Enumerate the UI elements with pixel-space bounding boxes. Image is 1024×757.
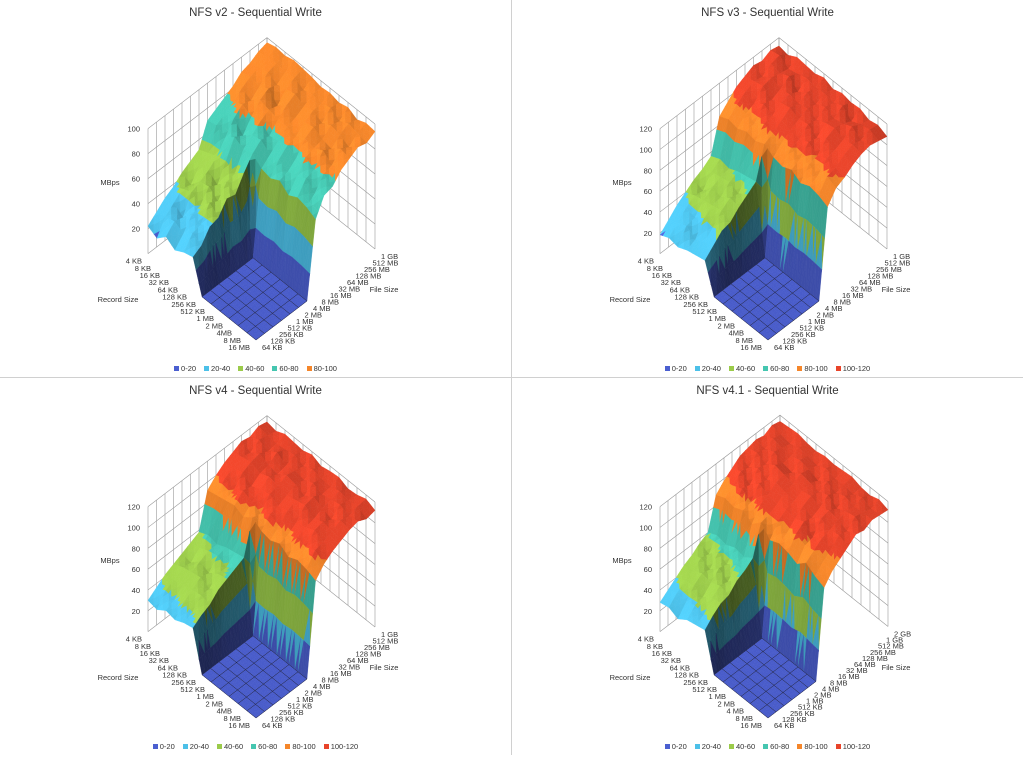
file-size-tick-label: 16 MB (330, 291, 352, 300)
record-size-tick-label: 512 KB (180, 307, 205, 316)
legend-item: 40-60 (238, 364, 264, 373)
legend-label: 40-60 (245, 364, 265, 373)
file-size-tick-label: 8 MB (322, 298, 340, 307)
surface-facet (368, 131, 373, 140)
legend-label: 20-40 (211, 364, 231, 373)
surface-facet (326, 186, 330, 193)
chart-panel-nfs-v2: NFS v2 - Sequential Write 20 40 60 80 100 4 K… (0, 0, 512, 378)
legend-label: 80-100 (313, 364, 337, 373)
surface-facet (201, 130, 206, 142)
legend-item: 80-100 (306, 364, 337, 373)
file-size-tick-label: 512 MB (373, 259, 399, 268)
file-size-tick-label: 4 MB (313, 304, 331, 313)
record-size-tick-label: 128 KB (162, 293, 187, 302)
record-size-tick-label: 1 MB (196, 314, 214, 323)
z-axis-title: MBps (100, 178, 119, 187)
record-size-tick-label: 32 KB (149, 278, 169, 287)
legend-swatch (204, 366, 210, 371)
gridline (244, 264, 299, 308)
record-size-tick-label: 2 MB (205, 321, 223, 330)
record-size-tick-label: 4 KB (126, 257, 142, 266)
gridline (252, 257, 308, 302)
z-tick-label: 20 (132, 225, 140, 234)
file-size-tick-label: 256 MB (364, 265, 390, 274)
floor-grid (201, 257, 308, 341)
file-size-tick-label: 256 KB (279, 330, 304, 339)
legend-item: 20-40 (204, 364, 230, 373)
gridline (235, 270, 291, 315)
gridline (218, 283, 274, 328)
surface-facet (351, 149, 356, 156)
legend-swatch (174, 366, 180, 371)
legend-swatch (306, 366, 312, 371)
legend: 0-20 20-40 40-60 60-80 80-100 (0, 364, 511, 373)
file-size-axis-title: File Size (370, 285, 399, 294)
record-size-tick-label: 8 MB (223, 336, 241, 345)
file-size-tick-label: 128 KB (271, 337, 296, 346)
z-tick-label: 60 (132, 175, 140, 184)
chart-title: NFS v2 - Sequential Write (189, 7, 322, 19)
gridline (210, 290, 265, 334)
surface-facet (317, 201, 322, 212)
surface-facet (334, 172, 339, 182)
file-size-tick-label: 64 MB (347, 278, 369, 287)
chart-title: NFS v3 - Sequential Write (701, 7, 834, 19)
z-tick-label: 100 (127, 125, 140, 134)
legend-item: 0-20 (174, 364, 196, 373)
legend-label: 0-20 (181, 364, 197, 373)
surface-facet (360, 141, 365, 146)
file-size-tick-label: 2 MB (305, 311, 323, 320)
file-size-tick-label: 1 MB (296, 317, 314, 326)
legend-label: 60-80 (279, 364, 299, 373)
record-size-axis-title: Record Size (98, 295, 139, 304)
gridline (201, 296, 257, 341)
z-tick-label: 40 (132, 200, 140, 209)
file-size-tick-label: 1 GB (381, 252, 398, 261)
record-size-tick-label: 4MB (217, 329, 232, 338)
surface-facet (309, 242, 313, 274)
surface (147, 42, 376, 341)
file-size-tick-label: 128 MB (356, 272, 382, 281)
record-size-tick-label: 16 MB (228, 343, 250, 352)
legend-item: 60-80 (272, 364, 299, 373)
record-size-tick-label: 64 KB (158, 285, 178, 294)
file-size-tick-label: 64 KB (262, 343, 282, 352)
legend-swatch (272, 366, 278, 371)
record-size-tick-label: 16 KB (140, 271, 160, 280)
gridline (227, 277, 282, 321)
surface-facet (343, 159, 347, 167)
file-size-tick-label: 512 KB (288, 324, 313, 333)
file-size-tick-label: 32 MB (339, 285, 361, 294)
record-size-tick-label: 8 KB (135, 264, 151, 273)
chart-panel-nfs-v3: NFS v3 - Sequential Write 20 40 60 80 100 120… (512, 0, 1023, 378)
surface-facet (713, 129, 718, 145)
record-size-tick-label: 256 KB (171, 300, 196, 309)
legend-swatch (238, 366, 244, 371)
z-tick-label: 80 (132, 150, 140, 159)
surface (659, 45, 888, 341)
